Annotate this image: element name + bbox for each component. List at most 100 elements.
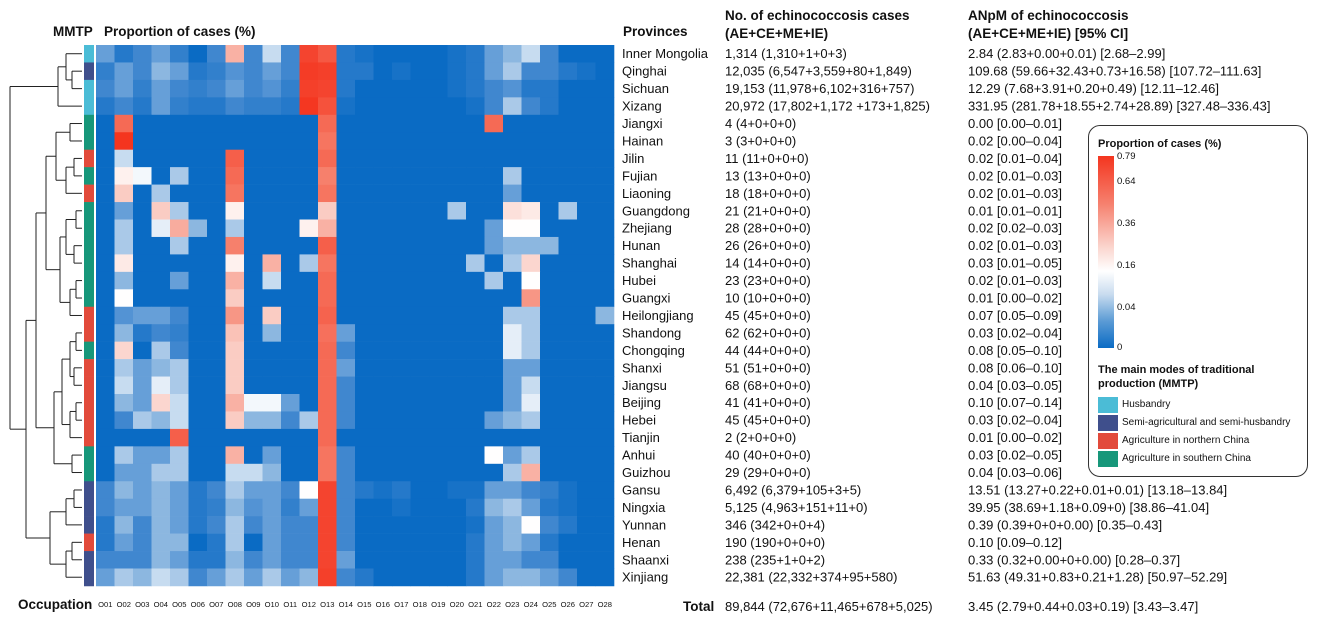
heatmap-cell	[151, 132, 171, 150]
heatmap-cell	[558, 551, 578, 569]
heatmap-cell	[595, 533, 615, 552]
heatmap-cell	[373, 289, 393, 308]
heatmap-cell	[299, 359, 319, 377]
heatmap-cell	[151, 271, 171, 290]
heatmap-cell	[577, 463, 596, 482]
heatmap-cell	[577, 551, 596, 569]
heatmap-cell	[355, 533, 374, 552]
heatmap-cell	[281, 411, 300, 430]
x-tick-label: O14	[339, 600, 353, 609]
heatmap-cell	[96, 289, 115, 308]
heatmap-cell	[484, 219, 504, 238]
anpm-value: 0.02 [0.01–0.04]	[968, 151, 1062, 166]
heatmap-cell	[429, 184, 448, 203]
heatmap-cell	[355, 481, 374, 499]
heatmap-cell	[262, 289, 282, 308]
heatmap-cell	[373, 516, 393, 534]
heatmap-cell	[299, 428, 319, 447]
heatmap-cell	[503, 114, 522, 133]
heatmap-cell	[410, 289, 430, 308]
heatmap-cell	[392, 324, 411, 342]
proportion-header: Proportion of cases (%)	[104, 24, 256, 39]
heatmap-cell	[225, 132, 245, 150]
heatmap-cell	[170, 236, 189, 255]
heatmap-cell	[466, 516, 485, 534]
x-tick-label: O20	[450, 600, 464, 609]
heatmap-cell	[299, 516, 319, 534]
heatmap-cell	[484, 359, 504, 377]
heatmap-cell	[225, 341, 245, 360]
heatmap-cell	[410, 79, 430, 98]
heatmap-cell	[96, 324, 115, 342]
heatmap-cell	[281, 271, 300, 290]
heatmap-cell	[318, 132, 337, 150]
heatmap-cell	[429, 324, 448, 342]
heatmap-cell	[188, 533, 208, 552]
heatmap-cell	[373, 359, 393, 377]
heatmap-cell	[299, 132, 319, 150]
heatmap-cell	[96, 149, 115, 168]
heatmap-cell	[595, 481, 615, 499]
heatmap-cell	[410, 236, 430, 255]
heatmap-cell	[466, 62, 485, 81]
heatmap-cell	[225, 45, 245, 63]
heatmap-cell	[225, 114, 245, 133]
legend-item-semi: Semi-agricultural and semi-husbandry	[1122, 417, 1291, 428]
heatmap-cell	[521, 306, 541, 325]
heatmap-cell	[151, 463, 171, 482]
heatmap-cell	[355, 551, 374, 569]
heatmap-cell	[114, 463, 134, 482]
heatmap-cell	[336, 132, 356, 150]
heatmap-cell	[207, 516, 226, 534]
heatmap-cell	[262, 202, 282, 220]
heatmap-cell	[447, 341, 467, 360]
heatmap-cell	[503, 498, 522, 517]
heatmap-cell	[466, 551, 485, 569]
heatmap-cell	[225, 411, 245, 430]
heatmap-cell	[484, 184, 504, 203]
province-label: Xizang	[622, 99, 662, 114]
cases-value: 22,381 (22,332+374+95+580)	[725, 570, 897, 585]
heatmap-cell	[188, 167, 208, 185]
heatmap-cell	[595, 271, 615, 290]
anpm-value: 0.03 [0.02–0.04]	[968, 325, 1062, 340]
heatmap-cell	[373, 219, 393, 238]
heatmap-cell	[558, 202, 578, 220]
heatmap-cell	[96, 97, 115, 116]
heatmap-cell	[410, 341, 430, 360]
heatmap-cell	[299, 97, 319, 116]
heatmap-cell	[281, 428, 300, 447]
heatmap-cell	[244, 79, 263, 98]
province-label: Fujian	[622, 168, 657, 183]
heatmap-cell	[96, 463, 115, 482]
heatmap-cell	[521, 167, 541, 185]
cases-value: 12,035 (6,547+3,559+80+1,849)	[725, 64, 912, 79]
heatmap-cell	[484, 324, 504, 342]
heatmap-cell	[503, 149, 522, 168]
heatmap-cell	[336, 359, 356, 377]
heatmap-cell	[281, 79, 300, 98]
heatmap-cell	[318, 114, 337, 133]
heatmap-cell	[503, 359, 522, 377]
heatmap-cell	[595, 341, 615, 360]
heatmap-cell	[114, 149, 134, 168]
heatmap-cell	[318, 202, 337, 220]
heatmap-cell	[392, 289, 411, 308]
heatmap-cell	[355, 394, 374, 412]
heatmap-cell	[336, 394, 356, 412]
heatmap-cell	[318, 394, 337, 412]
heatmap-cell	[373, 341, 393, 360]
heatmap-cell	[577, 45, 596, 63]
heatmap-cell	[225, 498, 245, 517]
heatmap-cell	[521, 324, 541, 342]
heatmap-cell	[484, 202, 504, 220]
heatmap-cell	[466, 359, 485, 377]
heatmap-cell	[96, 271, 115, 290]
heatmap-cell	[114, 394, 134, 412]
heatmap-cell	[595, 79, 615, 98]
cases-value: 26 (26+0+0+0)	[725, 238, 811, 253]
heatmap-cell	[595, 149, 615, 168]
heatmap-cell	[429, 202, 448, 220]
heatmap-cell	[447, 306, 467, 325]
x-tick-label: O18	[413, 600, 427, 609]
